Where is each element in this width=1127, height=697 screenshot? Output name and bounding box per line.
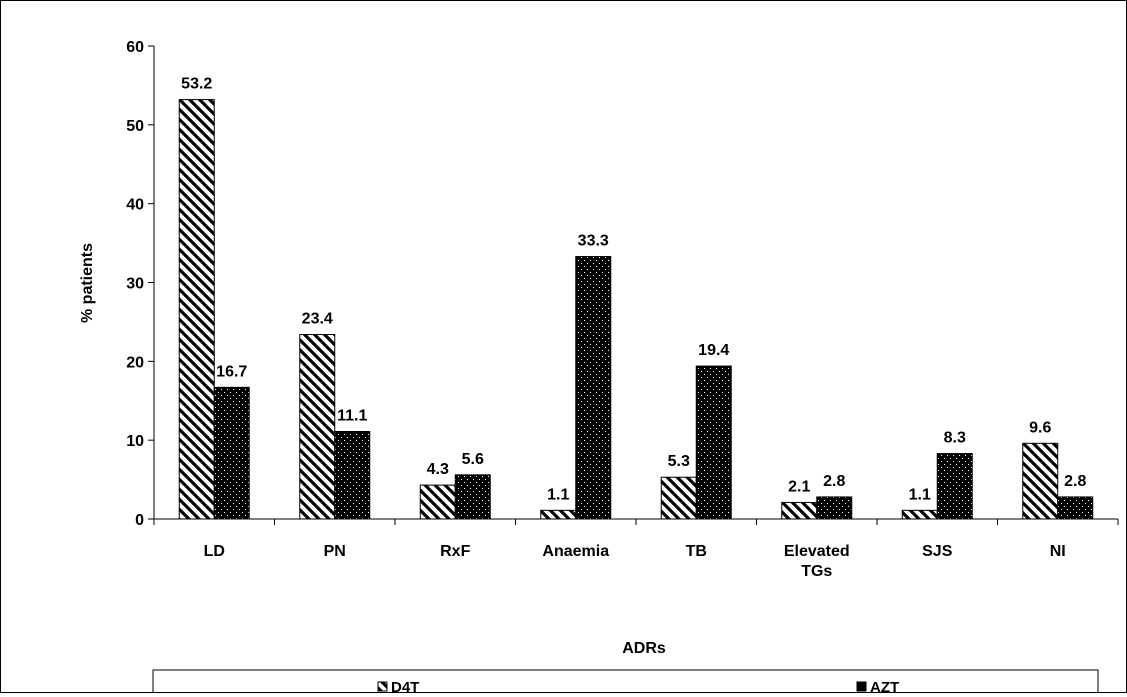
x-tick-label: LD <box>204 543 225 560</box>
data-label-azt: 16.7 <box>216 363 247 380</box>
data-label-d4t: 53.2 <box>181 76 212 93</box>
data-label-d4t: 4.3 <box>427 461 449 478</box>
legend-swatch-azt <box>856 681 867 692</box>
data-label-azt: 8.3 <box>944 430 966 447</box>
x-tick-label: RxF <box>440 543 470 560</box>
y-tick-label: 10 <box>126 433 144 450</box>
data-label-d4t: 5.3 <box>668 453 690 470</box>
bar-azt <box>454 474 491 520</box>
y-tick-label: 40 <box>126 197 144 214</box>
bar-azt <box>213 386 250 520</box>
data-labels: 53.2 23.4 4.3 1.1 5.3 2.1 1.1 9.6 16.7 11.1 5.6 33.… <box>181 76 1086 504</box>
bar-d4t <box>419 484 456 520</box>
bar-d4t <box>901 509 938 520</box>
y-tick-label: 20 <box>126 354 144 371</box>
x-tick-label: SJS <box>922 543 953 560</box>
y-axis: 0 10 20 30 40 50 60 <box>126 39 155 529</box>
data-label-d4t: 23.4 <box>302 311 333 328</box>
y-tick-label: 30 <box>126 276 144 293</box>
data-label-d4t: 1.1 <box>909 486 931 503</box>
bar-d4t <box>660 476 697 520</box>
data-label-d4t: 9.6 <box>1029 419 1051 436</box>
x-axis: LD PN RxF Anaemia TB Elevated TGs SJS NI <box>153 518 1119 580</box>
bar-d4t <box>178 99 215 520</box>
legend-label-azt: AZT <box>870 679 899 692</box>
y-tick-label: 50 <box>126 118 144 135</box>
bar-d4t <box>299 334 336 520</box>
y-axis-title: % patients <box>79 243 96 323</box>
bar-d4t <box>540 509 577 520</box>
bar-d4t <box>1022 442 1059 520</box>
data-label-azt: 33.3 <box>578 232 609 249</box>
data-label-azt: 2.8 <box>1064 473 1086 490</box>
legend-swatch-d4t <box>377 681 388 692</box>
x-tick-label: NI <box>1050 543 1066 560</box>
data-label-azt: 11.1 <box>337 407 367 424</box>
bars <box>178 99 1094 520</box>
x-axis-title: ADRs <box>622 640 666 657</box>
data-label-d4t: 1.1 <box>547 486 569 503</box>
y-tick-label: 60 <box>126 39 144 56</box>
bar-d4t <box>781 501 818 520</box>
y-tick-label: 0 <box>135 512 144 529</box>
bar-azt <box>695 365 732 520</box>
bar-azt <box>936 453 973 520</box>
bar-azt <box>816 496 853 520</box>
x-tick-label: TB <box>686 543 707 560</box>
legend-box <box>152 669 1099 697</box>
legend-label-d4t: D4T <box>391 679 419 692</box>
bar-azt <box>1057 496 1094 520</box>
data-label-azt: 19.4 <box>698 342 729 359</box>
x-tick-label: PN <box>324 543 346 560</box>
data-label-d4t: 2.1 <box>788 478 810 495</box>
x-tick-label: Anaemia <box>542 543 609 560</box>
data-label-azt: 2.8 <box>823 473 845 490</box>
x-tick-label: Elevated TGs <box>784 543 850 580</box>
data-label-azt: 5.6 <box>462 451 484 468</box>
legend: D4T AZT <box>152 669 1099 697</box>
bar-azt <box>334 430 371 520</box>
bar-azt <box>575 255 612 520</box>
